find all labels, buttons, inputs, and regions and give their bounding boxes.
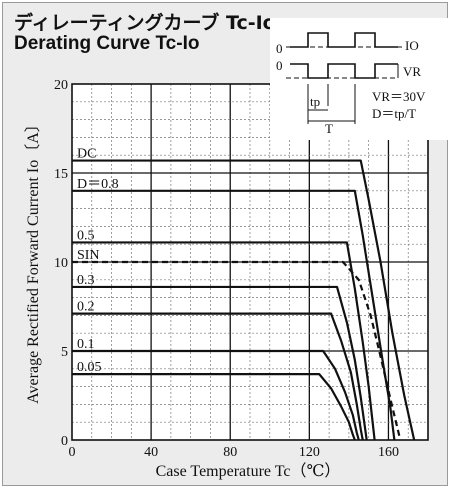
inset-tp-label: tp — [310, 94, 320, 109]
x-tick-label: 0 — [69, 445, 76, 460]
series-line-0-3 — [72, 285, 368, 441]
chart-title-japanese: ディレーティングカーブ Tc-Io — [14, 12, 276, 34]
series-line-d-0-8 — [72, 189, 396, 441]
x-tick-label: 80 — [223, 445, 237, 460]
x-tick-label: 120 — [299, 445, 320, 460]
inset-T-label: T — [325, 121, 333, 136]
series-line-0-1 — [72, 349, 360, 441]
waveform-inset: 0 0 IO VR tp T VR＝30V D＝tp/T — [270, 18, 448, 140]
series-lines — [72, 159, 416, 441]
y-tick-label: 5 — [61, 345, 68, 360]
series-label: 0.2 — [77, 300, 95, 315]
series-label: D＝0.8 — [77, 177, 119, 192]
inset-zero-top: 0 — [276, 41, 283, 56]
inset-vr-label: VR — [403, 64, 421, 79]
axis-ticks: 0 40 80 120 160 0 5 10 15 20 — [54, 78, 399, 460]
series-label: 0.5 — [77, 228, 95, 243]
chart-title-english: Derating Curve Tc-Io — [14, 33, 200, 54]
series-label: SIN — [77, 248, 100, 263]
inset-io-pulse — [290, 32, 398, 48]
series-line-0-05 — [72, 373, 356, 441]
series-line-sin — [72, 260, 402, 441]
inset-vr-pulse — [290, 63, 398, 79]
x-tick-label: 160 — [378, 445, 399, 460]
series-labels: DC D＝0.8 0.5 SIN 0.3 0.2 0.1 0.05 — [77, 147, 119, 376]
x-tick-label: 40 — [144, 445, 158, 460]
y-tick-label: 15 — [54, 167, 68, 182]
series-line-0-5 — [72, 241, 376, 441]
y-axis-label: Average Rectified Forward Current Io〔A〕 — [24, 116, 42, 404]
y-tick-label: 0 — [61, 434, 68, 449]
y-tick-label: 10 — [54, 256, 68, 271]
inset-vr-equation: VR＝30V — [372, 89, 426, 104]
inset-d-equation: D＝tp/T — [372, 106, 416, 121]
inset-io-label: IO — [405, 38, 419, 53]
inset-box — [270, 18, 448, 140]
series-label: 0.1 — [77, 337, 95, 352]
series-line-dc — [72, 159, 416, 441]
series-label: DC — [77, 147, 96, 162]
series-label: 0.05 — [77, 360, 102, 375]
series-line-0-2 — [72, 312, 364, 441]
grid — [72, 84, 428, 440]
inset-zero-bottom: 0 — [276, 58, 283, 73]
x-axis-label: Case Temperature Tc（℃） — [156, 462, 341, 480]
y-tick-label: 20 — [54, 78, 68, 93]
series-label: 0.3 — [77, 273, 95, 288]
